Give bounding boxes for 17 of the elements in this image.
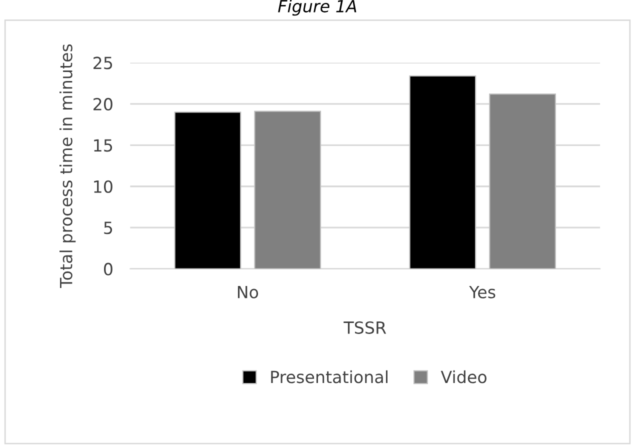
bar [409, 75, 476, 269]
legend-label: Presentational [271, 370, 388, 384]
bar [174, 112, 242, 269]
y-tick-label: 20 [94, 98, 112, 111]
bar [254, 110, 322, 269]
bar [489, 93, 556, 269]
y-axis-title: Total process time in minutes [60, 44, 76, 288]
x-tick-label: Yes [469, 286, 496, 298]
chart-title: Figure 1A [278, 0, 356, 16]
x-tick-label: No [238, 286, 258, 298]
y-tick-label: 15 [94, 139, 112, 152]
x-axis-title: TSSR [344, 321, 386, 334]
y-tick-label: 0 [104, 262, 112, 276]
y-tick-label: 10 [94, 180, 112, 193]
y-tick-label: 25 [94, 56, 112, 70]
legend-label: Video [440, 370, 486, 384]
y-tick-label: 5 [104, 222, 112, 234]
